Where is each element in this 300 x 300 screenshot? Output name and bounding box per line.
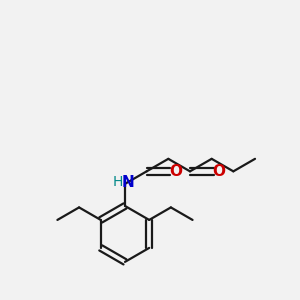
- Text: H: H: [112, 175, 123, 189]
- Text: O: O: [169, 164, 182, 179]
- Text: N: N: [122, 175, 134, 190]
- Text: O: O: [213, 164, 226, 179]
